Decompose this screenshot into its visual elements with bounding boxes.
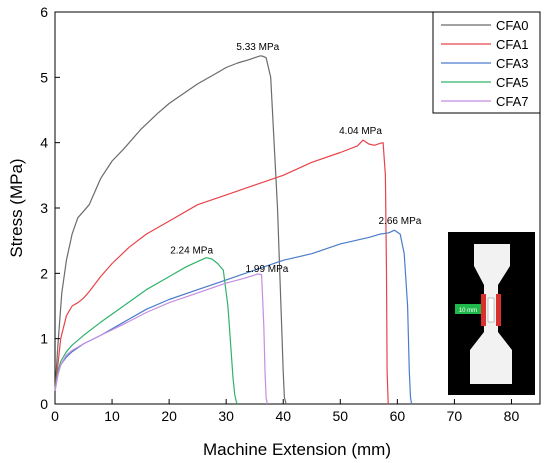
peak-annotation: 5.33 MPa xyxy=(236,42,279,53)
scale-label-box xyxy=(455,304,481,314)
peak-annotation: 4.04 MPa xyxy=(339,126,382,137)
y-axis-title: Stress (MPa) xyxy=(7,158,26,257)
x-tick-label: 50 xyxy=(333,408,349,424)
specimen-photo-inset: 10 mm xyxy=(448,232,535,395)
x-tick-label: 0 xyxy=(51,408,59,424)
series-line-cfa5 xyxy=(54,257,239,405)
legend-label: CFA5 xyxy=(496,75,529,90)
legend: CFA0 CFA1 CFA3 CFA5 CFA7 xyxy=(432,11,541,114)
y-tick-label: 1 xyxy=(40,331,48,347)
series-line-cfa7 xyxy=(54,273,268,405)
series-line-cfa0 xyxy=(54,55,287,405)
y-tick-label: 4 xyxy=(40,135,48,151)
y-tick-label: 5 xyxy=(40,69,48,85)
y-tick-label: 0 xyxy=(40,396,48,412)
gauge-strip xyxy=(487,297,495,323)
x-tick-label: 40 xyxy=(275,408,291,424)
series-layer xyxy=(54,55,413,405)
x-tick-label: 80 xyxy=(504,408,520,424)
legend-label: CFA1 xyxy=(496,37,529,52)
x-tick-label: 20 xyxy=(161,408,177,424)
x-tick-label: 30 xyxy=(218,408,234,424)
legend-label: CFA0 xyxy=(496,18,529,33)
series-line-cfa3 xyxy=(54,229,413,405)
y-tick-label: 3 xyxy=(40,200,48,216)
gauge-mark-left xyxy=(481,294,486,326)
scale-label: 10 mm xyxy=(459,308,477,314)
y-tick-label: 2 xyxy=(40,265,48,281)
series-line-cfa1 xyxy=(54,139,389,405)
annotation-layer: 5.33 MPa 4.04 MPa 2.66 MPa 2.24 MPa 1.99 MPa xyxy=(170,42,422,275)
peak-annotation: 2.24 MPa xyxy=(170,246,213,257)
legend-label: CFA3 xyxy=(496,56,529,71)
legend-label: CFA7 xyxy=(496,94,529,109)
x-tick-label: 60 xyxy=(390,408,406,424)
x-tick-label: 70 xyxy=(447,408,463,424)
x-tick-label: 10 xyxy=(104,408,120,424)
peak-annotation: 2.66 MPa xyxy=(379,216,422,227)
x-axis-title: Machine Extension (mm) xyxy=(203,440,391,459)
ticks-layer: 0 10 20 30 40 50 60 70 80 0 1 2 3 4 5 6 xyxy=(40,4,519,424)
gauge-mark-right xyxy=(496,294,501,326)
y-tick-label: 6 xyxy=(40,4,48,20)
peak-annotation: 1.99 MPa xyxy=(246,264,289,275)
